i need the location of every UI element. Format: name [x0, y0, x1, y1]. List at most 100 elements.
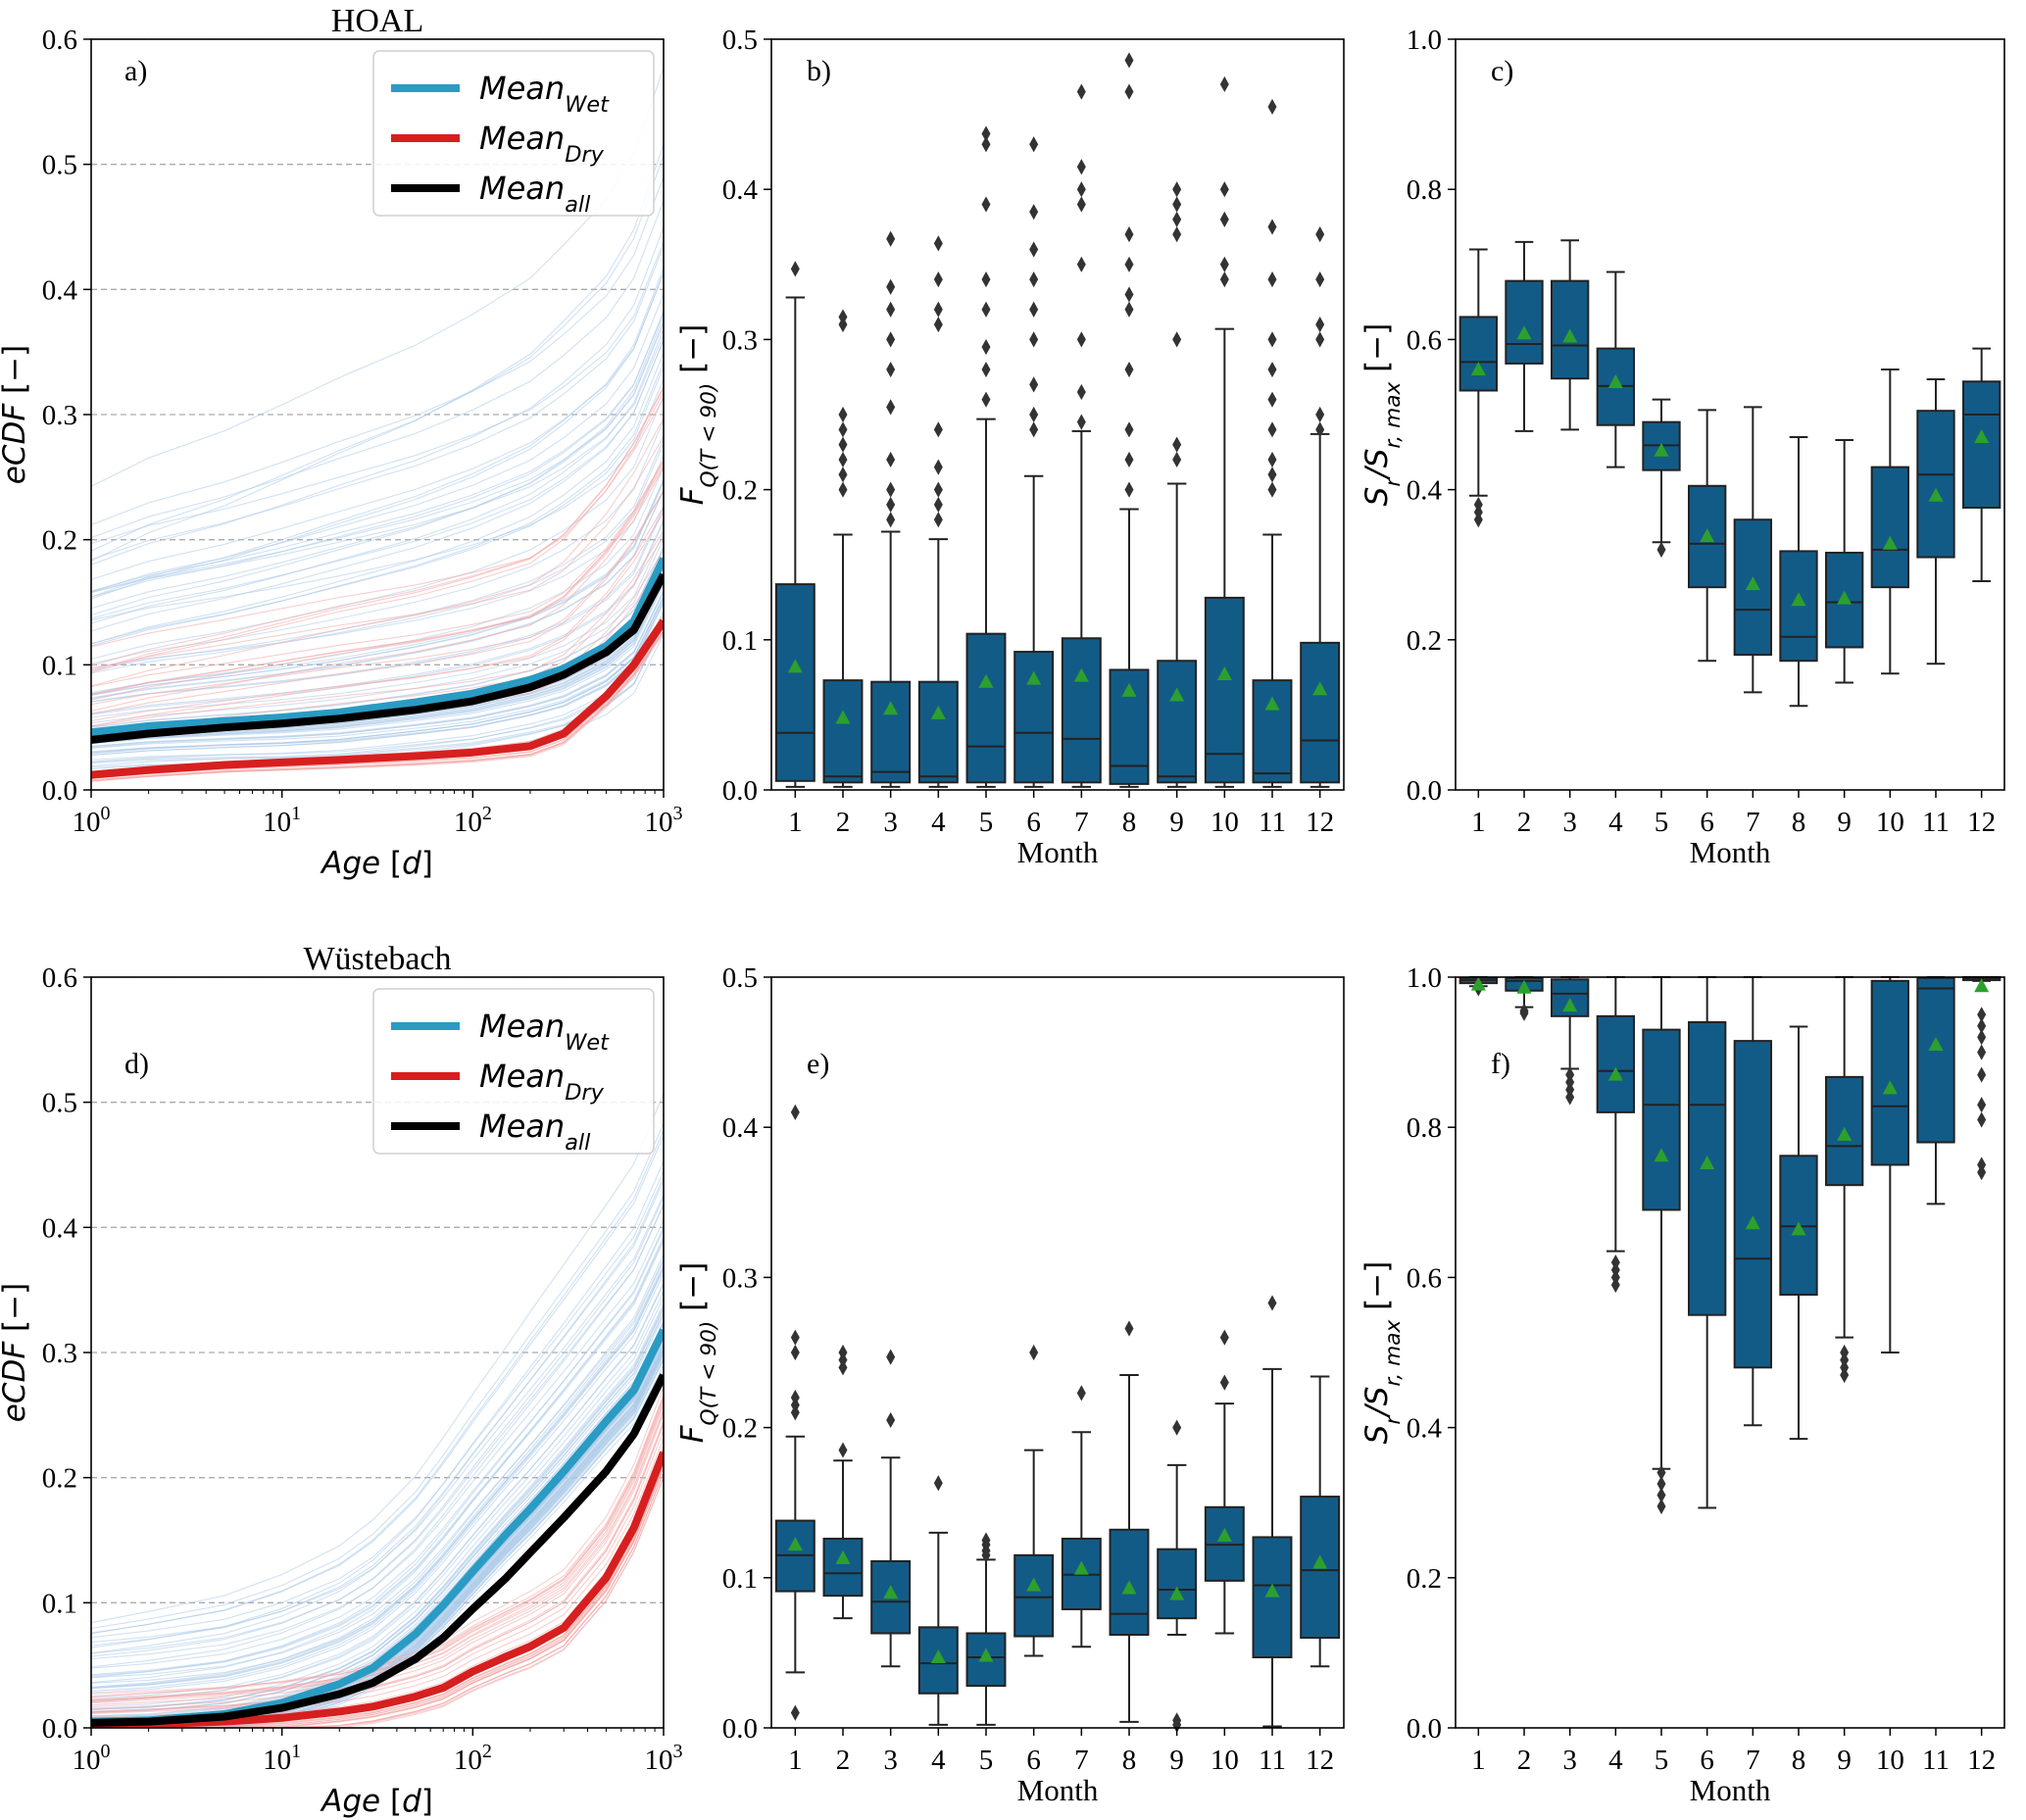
ensemble-line	[91, 1400, 664, 1695]
mean-marker	[1470, 976, 1486, 991]
mean-marker	[1516, 979, 1532, 994]
outlier-marker	[1124, 451, 1134, 468]
outlier-marker	[838, 481, 848, 498]
ensemble-line	[91, 245, 664, 561]
label-part: [−]	[0, 1283, 32, 1342]
ensemble-line	[91, 1410, 664, 1706]
box-iqr	[1870, 466, 1909, 589]
ensemble-line	[91, 1254, 664, 1688]
ensemble-line	[91, 596, 664, 754]
ensemble-line	[91, 519, 664, 714]
outlier-marker	[1656, 541, 1666, 558]
y-tick-label: 0.2	[42, 525, 77, 557]
ensemble-line	[91, 320, 664, 610]
ensemble-line	[91, 506, 664, 727]
box-month-8	[1779, 435, 1818, 708]
label-part: Mean	[479, 1008, 565, 1045]
label-part: ]	[421, 1784, 433, 1819]
legend-label-wet: MeanWet	[479, 70, 610, 118]
outlier-marker	[1977, 1097, 1987, 1113]
x-tick-label: 103	[645, 803, 683, 838]
x-tick-base: 10	[645, 807, 673, 838]
x-tick-exp: 0	[101, 1741, 111, 1762]
label-part: eCDF	[0, 403, 32, 485]
ensemble-line	[91, 1321, 664, 1718]
ensemble-line	[91, 630, 664, 782]
outlier-marker	[886, 1411, 896, 1429]
outlier-marker	[1565, 1066, 1575, 1083]
outlier-marker	[1267, 391, 1277, 408]
box-month-12	[1300, 1375, 1341, 1668]
ensemble-line	[91, 1135, 664, 1634]
label-part: [−]	[1359, 323, 1395, 382]
label-part: r	[1381, 1414, 1406, 1425]
mean-marker	[1974, 978, 1990, 993]
outlier-marker	[886, 361, 896, 378]
label-part: Dry	[565, 1080, 604, 1106]
x-tick-label: 11	[1922, 1745, 1950, 1776]
box-iqr	[1300, 1496, 1341, 1640]
mean-marker	[1837, 590, 1853, 605]
box-month-5	[965, 125, 1007, 788]
ensemble-line	[91, 631, 664, 782]
box-iqr	[1204, 596, 1245, 784]
outlier-marker	[1076, 181, 1086, 198]
outlier-marker	[1610, 1254, 1620, 1271]
outlier-marker	[886, 301, 896, 318]
outlier-marker	[981, 271, 991, 288]
outlier-marker	[1267, 451, 1277, 468]
ensemble-line	[91, 1268, 664, 1684]
ensemble-line	[91, 227, 664, 566]
ensemble-line	[91, 200, 664, 539]
y-tick-label: 0.2	[1407, 625, 1442, 657]
box-iqr	[870, 1559, 912, 1635]
label-part: Dry	[565, 142, 604, 168]
outlier-marker	[886, 278, 896, 295]
outlier-marker	[1076, 196, 1086, 213]
outlier-marker	[1219, 1374, 1229, 1391]
mean-marker	[1264, 1583, 1280, 1598]
x-tick-label: 7	[1746, 807, 1760, 838]
box-month-1	[774, 1104, 815, 1721]
outlier-marker	[1656, 1475, 1666, 1493]
outlier-marker	[1124, 226, 1134, 243]
outlier-marker	[838, 1344, 848, 1361]
ensemble-line	[91, 367, 664, 645]
mean-marker	[787, 1537, 803, 1551]
outlier-marker	[933, 301, 943, 318]
x-tick-label: 4	[931, 807, 946, 838]
label-part: all	[565, 1130, 591, 1156]
series-line-Mean_all	[91, 572, 664, 744]
x-tick-label: 3	[1562, 807, 1577, 838]
x-tick-label: 5	[979, 807, 994, 838]
ensemble-line	[91, 509, 664, 703]
ensemble-line	[91, 443, 664, 674]
outlier-marker	[1315, 271, 1325, 288]
label-part: r, max	[1381, 381, 1406, 449]
outlier-marker	[1172, 226, 1182, 243]
x-tick-label: 2	[836, 1745, 851, 1776]
mean-marker	[1121, 1580, 1137, 1595]
box-month-5	[1642, 398, 1681, 558]
mean-marker	[1837, 1126, 1853, 1141]
ensemble-line	[91, 395, 664, 660]
ensemble-line	[91, 316, 664, 616]
y-tick-label: 0.2	[722, 1413, 758, 1445]
x-tick-label: 6	[1700, 1745, 1714, 1776]
outlier-marker	[886, 399, 896, 416]
outlier-marker	[1124, 1320, 1134, 1337]
box-month-10	[1870, 369, 1909, 675]
x-axis-label: Month	[1017, 835, 1099, 869]
panel-label: b)	[807, 55, 831, 87]
label-part: Mean	[479, 1107, 565, 1145]
box-month-9	[1825, 439, 1864, 684]
box-iqr	[774, 583, 815, 782]
ensemble-line	[91, 465, 664, 695]
mean-marker	[978, 673, 994, 688]
outlier-marker	[1076, 1385, 1086, 1402]
ensemble-line	[91, 521, 664, 715]
outlier-marker	[1267, 219, 1277, 235]
mean-marker	[1882, 1080, 1898, 1095]
